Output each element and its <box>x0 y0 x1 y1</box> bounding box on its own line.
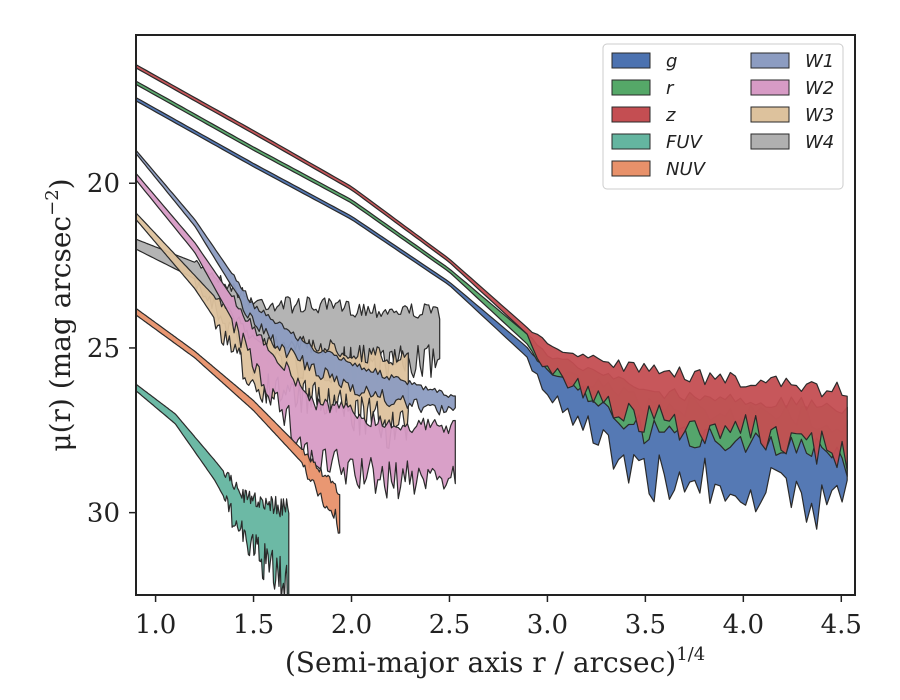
plot-frame <box>135 34 856 596</box>
band-w2 <box>136 172 456 500</box>
x-tick-label: 1.0 <box>135 610 176 640</box>
x-tick-label: 1.5 <box>233 610 274 640</box>
band-nuv <box>136 307 341 534</box>
series-layer <box>136 63 848 595</box>
y-axis-label-close: ) <box>44 178 77 189</box>
legend-swatch-w3 <box>750 106 790 123</box>
legend-label-fuv: FUV <box>666 132 704 153</box>
x-tick-label: 3.0 <box>527 610 568 640</box>
legend-swatch-w1 <box>750 52 790 69</box>
legend-label-g: g <box>666 51 677 72</box>
ticks-layer: 1.0 1.5 2.0 2.5 3.0 3.5 4.0 4.5 20 25 30 <box>87 169 862 640</box>
x-tick-label: 3.5 <box>625 610 666 640</box>
legend-swatch-nuv <box>611 160 651 177</box>
legend-label-w4: W4 <box>805 132 834 153</box>
x-tick-label: 4.0 <box>723 610 764 640</box>
legend-swatch-g <box>611 52 651 69</box>
y-axis-label: μ(r) (mag arcsec−2) <box>42 178 77 451</box>
x-tick-label: 2.0 <box>331 610 372 640</box>
legend-swatch-w2 <box>750 79 790 96</box>
band-w1 <box>136 149 456 416</box>
legend-label-w1: W1 <box>805 51 834 72</box>
legend-swatch-fuv <box>611 133 651 150</box>
legend-label-r: r <box>666 78 675 99</box>
y-axis-label-exponent: −2 <box>42 189 63 216</box>
legend-label-z: z <box>665 105 676 126</box>
legend-label-nuv: NUV <box>666 159 707 180</box>
y-tick-label: 25 <box>87 334 120 364</box>
legend-label-w2: W2 <box>805 78 834 99</box>
band-fuv <box>136 383 290 595</box>
legend-swatch-r <box>611 79 651 96</box>
y-tick-label: 20 <box>87 169 120 199</box>
x-axis-label: (Semi-major axis r / arcsec)1/4 <box>285 644 705 679</box>
x-tick-label: 2.5 <box>429 610 470 640</box>
band-r <box>136 80 848 477</box>
band-z <box>136 63 848 472</box>
legend: grz FUV NUV W1 W2 W3 W4 <box>602 43 844 190</box>
legend-label-w3: W3 <box>805 105 834 126</box>
legend-swatch-w4 <box>750 133 790 150</box>
legend-swatch-z <box>611 106 651 123</box>
x-tick-label: 4.5 <box>821 610 862 640</box>
y-tick-label: 30 <box>87 499 120 529</box>
x-axis-label-exponent: 1/4 <box>676 644 705 665</box>
